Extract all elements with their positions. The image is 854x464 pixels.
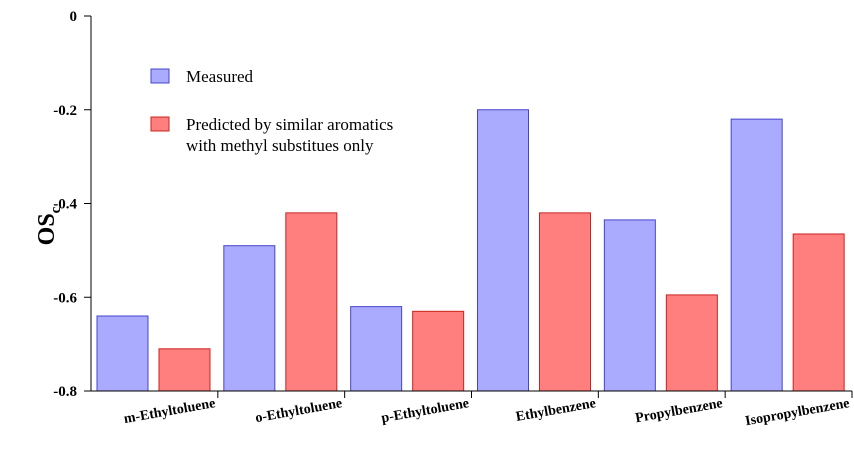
- bar-measured-2: [350, 306, 403, 392]
- bar-measured-0: [96, 315, 149, 392]
- x-category-label-0: m-Ethyltoluene: [123, 396, 217, 427]
- y-axis-title: OSc: [34, 206, 64, 245]
- y-axis-title-subscript: c: [48, 206, 64, 213]
- bar-measured-3: [477, 109, 529, 392]
- bar-predicted-1: [285, 212, 338, 392]
- bar-measured-1: [223, 245, 276, 392]
- bar-measured-4: [603, 219, 656, 392]
- legend-label-measured: Measured: [186, 67, 254, 86]
- x-category-label-2: p-Ethyltoluene: [380, 396, 470, 426]
- legend-label-predicted-line2: with methyl substitues only: [186, 136, 374, 155]
- bar-predicted-2: [412, 310, 465, 392]
- bar-predicted-5: [792, 233, 845, 392]
- bar-predicted-3: [539, 212, 591, 392]
- x-category-label-1: o-Ethyltoluene: [254, 396, 343, 426]
- legend: Measured Predicted by similar aromatics …: [150, 67, 393, 155]
- y-tick-label-0: 0: [70, 9, 78, 25]
- x-category-label-5: Isopropylbenzene: [744, 396, 851, 429]
- y-tick-label-2: -0.4: [53, 197, 77, 213]
- bar-measured-5: [730, 118, 783, 392]
- y-tick-label-4: -0.8: [53, 384, 77, 400]
- legend-swatch-measured: [150, 68, 170, 84]
- y-axis-title-main: OS: [34, 213, 60, 245]
- bar-predicted-0: [158, 348, 211, 392]
- bars-group: [96, 109, 845, 392]
- y-tick-label-3: -0.6: [53, 290, 77, 306]
- x-category-label-4: Propylbenzene: [634, 396, 724, 426]
- y-tick-label-1: -0.2: [53, 103, 77, 119]
- legend-swatch-predicted: [150, 116, 170, 132]
- x-category-label-3: Ethylbenzene: [515, 396, 597, 425]
- legend-label-predicted-line1: Predicted by similar aromatics: [186, 115, 393, 134]
- bar-predicted-4: [665, 294, 718, 392]
